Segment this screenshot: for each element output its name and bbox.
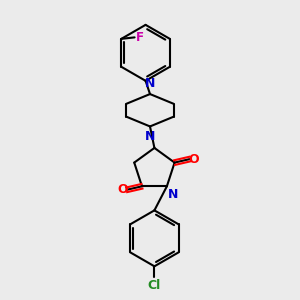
Text: Cl: Cl — [148, 279, 161, 292]
Text: N: N — [145, 130, 155, 143]
Text: O: O — [188, 153, 199, 166]
Text: O: O — [118, 183, 128, 196]
Text: N: N — [168, 188, 179, 201]
Text: F: F — [136, 31, 144, 44]
Text: N: N — [145, 77, 155, 90]
